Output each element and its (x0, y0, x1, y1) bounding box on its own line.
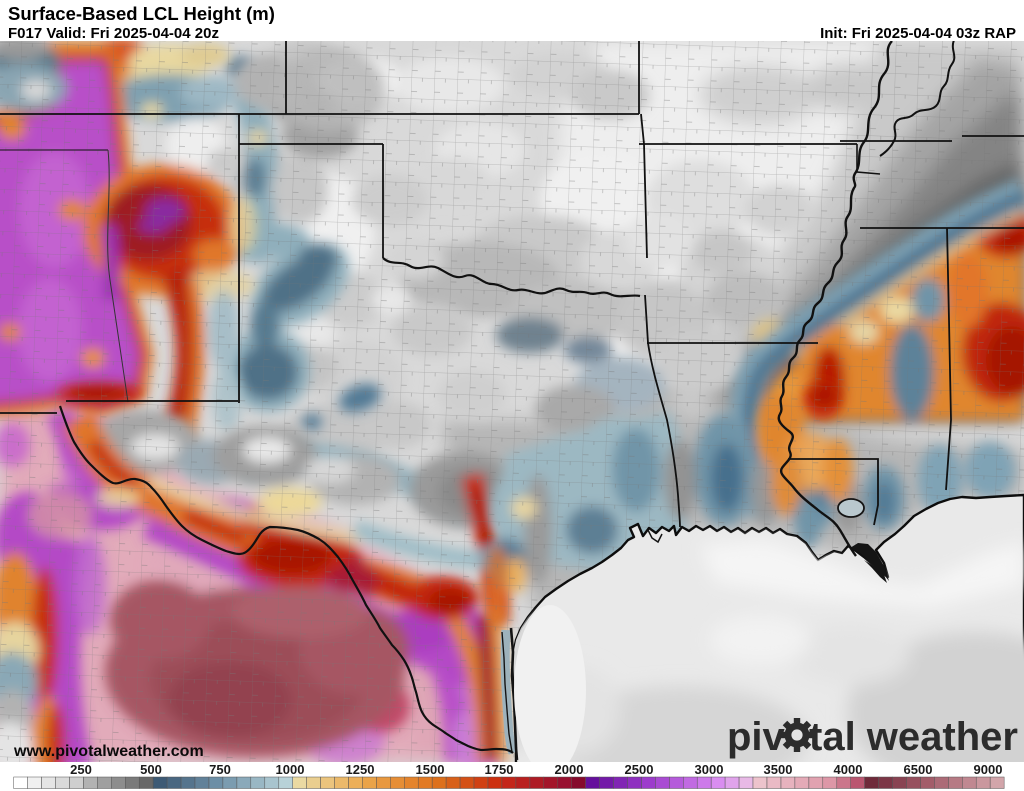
svg-text:3500: 3500 (764, 762, 793, 777)
svg-text:3000: 3000 (695, 762, 724, 777)
svg-text:500: 500 (140, 762, 162, 777)
svg-text:1500: 1500 (416, 762, 445, 777)
svg-text:4000: 4000 (834, 762, 863, 777)
svg-text:tal weather: tal weather (809, 715, 1018, 759)
svg-text:750: 750 (209, 762, 231, 777)
svg-text:6500: 6500 (904, 762, 933, 777)
svg-text:2500: 2500 (625, 762, 654, 777)
svg-text:1250: 1250 (346, 762, 375, 777)
svg-text:1000: 1000 (276, 762, 305, 777)
svg-text:1750: 1750 (485, 762, 514, 777)
svg-text:250: 250 (70, 762, 92, 777)
svg-text:2000: 2000 (555, 762, 584, 777)
svg-text:piv: piv (727, 715, 786, 759)
svg-text:9000: 9000 (974, 762, 1003, 777)
